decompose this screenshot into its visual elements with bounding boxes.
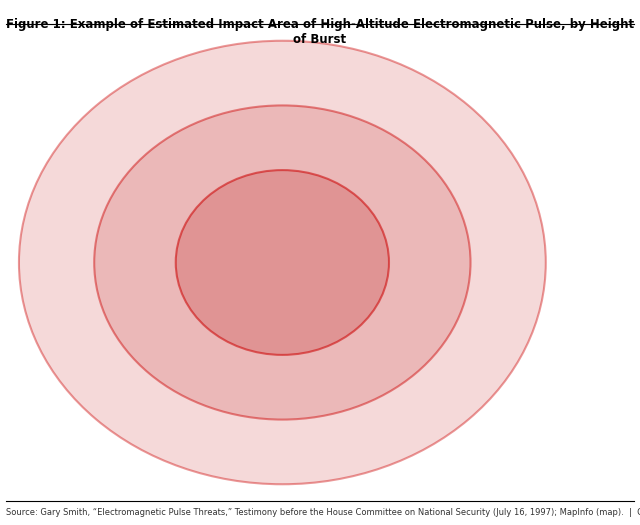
- Text: Figure 1: Example of Estimated Impact Area of High-Altitude Electromagnetic Puls: Figure 1: Example of Estimated Impact Ar…: [6, 18, 634, 46]
- Ellipse shape: [176, 170, 389, 355]
- Ellipse shape: [94, 106, 470, 419]
- Ellipse shape: [19, 41, 546, 484]
- Text: Source: Gary Smith, “Electromagnetic Pulse Threats,” Testimony before the House : Source: Gary Smith, “Electromagnetic Pul…: [6, 508, 640, 517]
